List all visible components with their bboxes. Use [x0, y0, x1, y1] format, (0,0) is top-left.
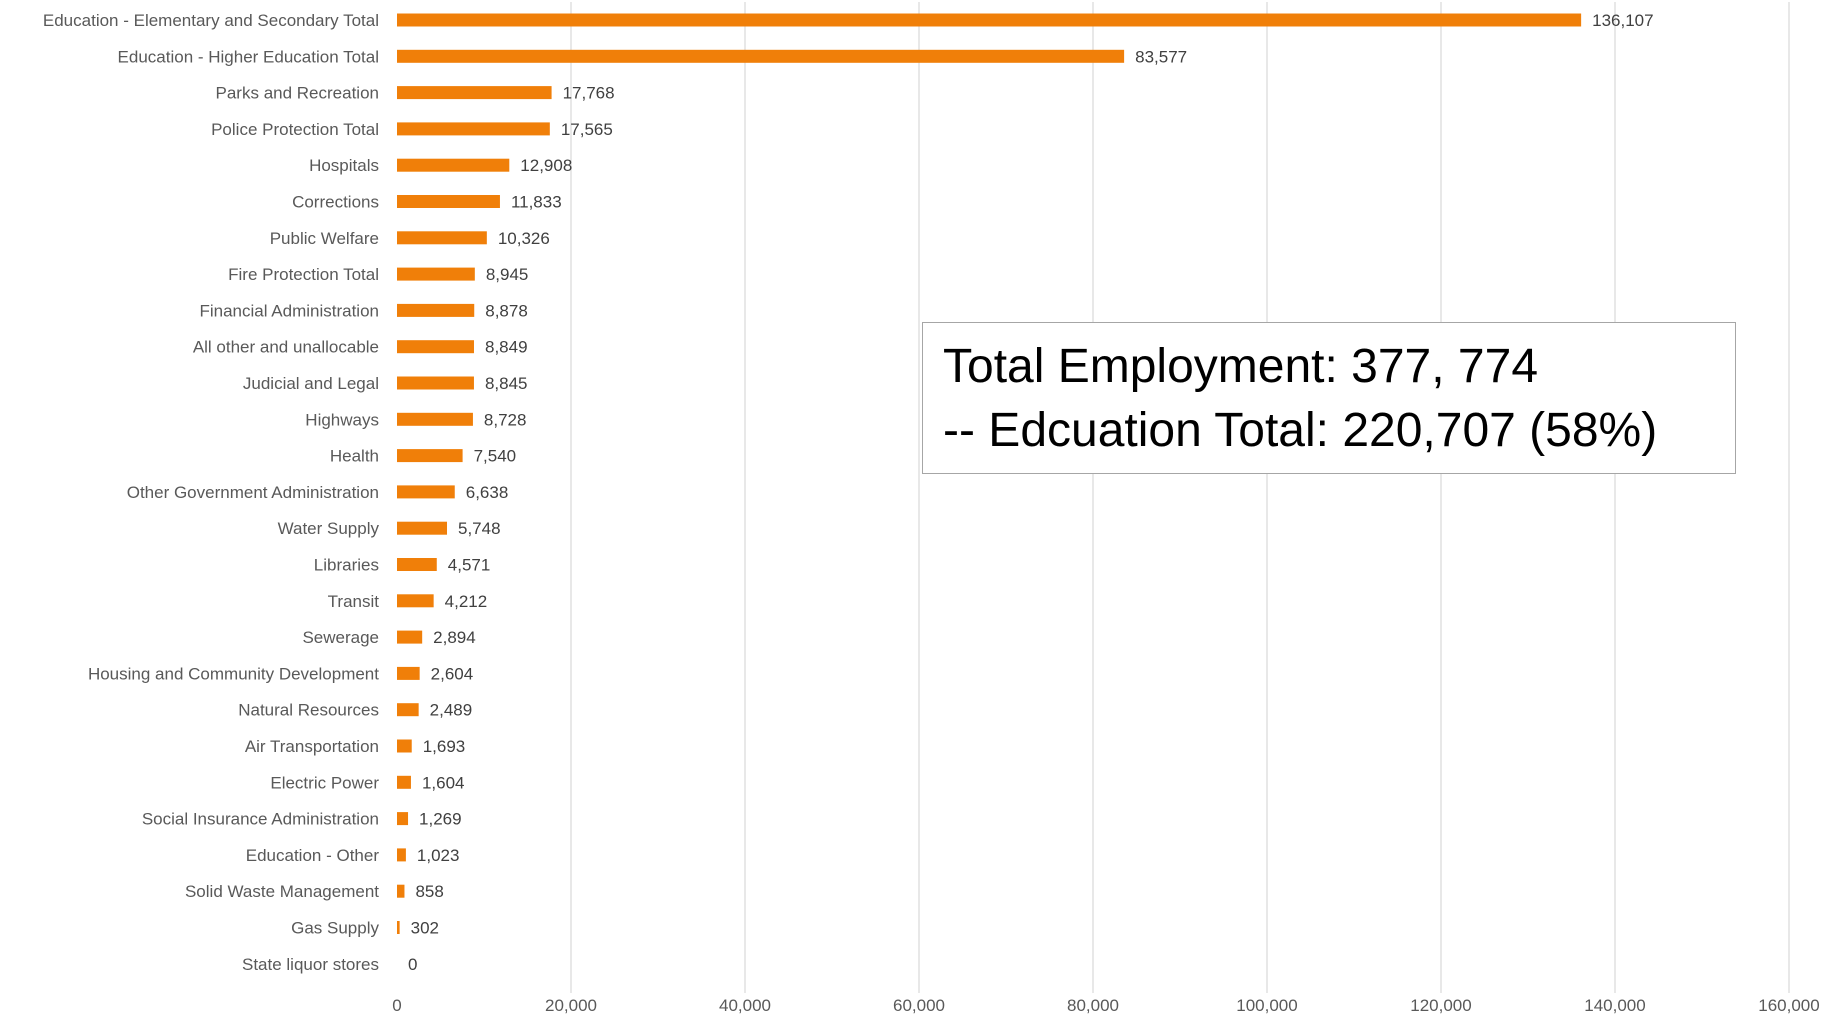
- category-label: Natural Resources: [238, 701, 379, 720]
- data-label: 8,728: [484, 410, 527, 429]
- data-label: 8,878: [485, 301, 528, 320]
- bar: [397, 521, 448, 535]
- data-label: 136,107: [1592, 11, 1653, 30]
- category-label: Transit: [328, 592, 380, 611]
- category-label: Highways: [305, 410, 379, 429]
- category-label: Hospitals: [309, 156, 379, 175]
- bar: [397, 921, 400, 934]
- bar: [397, 739, 412, 753]
- category-label: Police Protection Total: [211, 120, 379, 139]
- category-label: Sewerage: [302, 628, 379, 647]
- bar: [397, 558, 437, 571]
- data-label: 12,908: [520, 156, 572, 175]
- data-label: 11,833: [511, 193, 562, 212]
- data-label: 17,768: [563, 84, 615, 103]
- category-label: Fire Protection Total: [228, 265, 379, 284]
- category-label: Parks and Recreation: [216, 84, 379, 103]
- data-label: 1,604: [422, 773, 465, 792]
- x-tick-label: 100,000: [1236, 996, 1297, 1015]
- category-label: Corrections: [292, 193, 379, 212]
- data-label: 8,849: [485, 338, 528, 357]
- category-label: Financial Administration: [199, 301, 379, 320]
- category-label: Housing and Community Development: [88, 664, 379, 683]
- data-label: 2,489: [430, 701, 473, 720]
- bar: [397, 666, 420, 680]
- bar: [397, 848, 406, 862]
- bar: [397, 49, 1125, 63]
- data-label: 8,845: [485, 374, 528, 393]
- bar: [397, 485, 455, 499]
- category-label: Electric Power: [270, 773, 379, 792]
- data-label: 10,326: [498, 229, 550, 248]
- category-label: State liquor stores: [242, 955, 379, 974]
- x-tick-label: 20,000: [545, 996, 597, 1015]
- data-label: 6,638: [466, 483, 509, 502]
- data-label: 1,023: [417, 846, 460, 865]
- bar: [397, 449, 463, 463]
- data-label: 302: [411, 919, 439, 938]
- category-labels: Education - Elementary and Secondary Tot…: [43, 11, 380, 974]
- bar: [397, 412, 473, 426]
- x-tick-label: 80,000: [1067, 996, 1119, 1015]
- x-tick-label: 140,000: [1584, 996, 1645, 1015]
- bar: [397, 267, 475, 281]
- category-label: Public Welfare: [270, 229, 379, 248]
- bar: [397, 594, 434, 608]
- bar: [397, 703, 419, 717]
- data-label: 7,540: [474, 447, 517, 466]
- data-label: 0: [408, 955, 417, 974]
- category-label: Social Insurance Administration: [142, 810, 379, 829]
- data-label: 1,693: [423, 737, 466, 756]
- category-label: Health: [330, 447, 379, 466]
- data-label: 17,565: [561, 120, 613, 139]
- bar: [397, 303, 475, 317]
- gridlines: [570, 2, 1790, 993]
- bar: [397, 13, 1582, 27]
- value-labels: 136,107 83,577 17,768 17,565 12,908 11,833 10,…: [408, 11, 1654, 974]
- category-label: Education - Other: [246, 846, 380, 865]
- bars: [397, 13, 1582, 934]
- category-label: Water Supply: [278, 519, 380, 538]
- x-axis-tick-labels: 0 20,000 40,000 60,000 80,000 100,000 120,000 1…: [392, 996, 1819, 1015]
- category-label: Solid Waste Management: [185, 882, 379, 901]
- x-tick-label: 60,000: [893, 996, 945, 1015]
- education-total-text: -- Edcuation Total: 220,707 (58%): [943, 404, 1658, 457]
- data-label: 4,571: [448, 556, 491, 575]
- data-label: 4,212: [445, 592, 488, 611]
- bar: [397, 812, 409, 826]
- bar: [397, 86, 552, 100]
- bar: [397, 158, 510, 172]
- total-employment-text: Total Employment: 377, 774: [943, 340, 1539, 393]
- bar: [397, 376, 474, 390]
- total-employment-callout: Total Employment: 377, 774 -- Edcuation …: [922, 322, 1736, 474]
- bar: [397, 231, 487, 245]
- bar: [397, 340, 474, 354]
- data-label: 2,604: [431, 664, 474, 683]
- data-label: 83,577: [1135, 47, 1187, 66]
- category-label: Judicial and Legal: [243, 374, 379, 393]
- category-label: Libraries: [314, 556, 379, 575]
- data-label: 2,894: [433, 628, 476, 647]
- category-label: Gas Supply: [291, 919, 379, 938]
- bar: [397, 195, 500, 208]
- x-tick-label: 120,000: [1410, 996, 1471, 1015]
- category-label: Education - Elementary and Secondary Tot…: [43, 11, 379, 30]
- x-tick-label: 160,000: [1758, 996, 1819, 1015]
- x-tick-label: 0: [392, 996, 401, 1015]
- data-label: 858: [415, 882, 443, 901]
- x-tick-label: 40,000: [719, 996, 771, 1015]
- data-label: 8,945: [486, 265, 529, 284]
- data-label: 5,748: [458, 519, 501, 538]
- category-label: Education - Higher Education Total: [118, 47, 379, 66]
- bar: [397, 775, 411, 789]
- bar: [397, 630, 423, 644]
- bar: [397, 122, 550, 136]
- bar: [397, 884, 405, 898]
- category-label: Air Transportation: [245, 737, 379, 756]
- category-label: All other and unallocable: [193, 338, 379, 357]
- data-label: 1,269: [419, 810, 462, 829]
- category-label: Other Government Administration: [127, 483, 379, 502]
